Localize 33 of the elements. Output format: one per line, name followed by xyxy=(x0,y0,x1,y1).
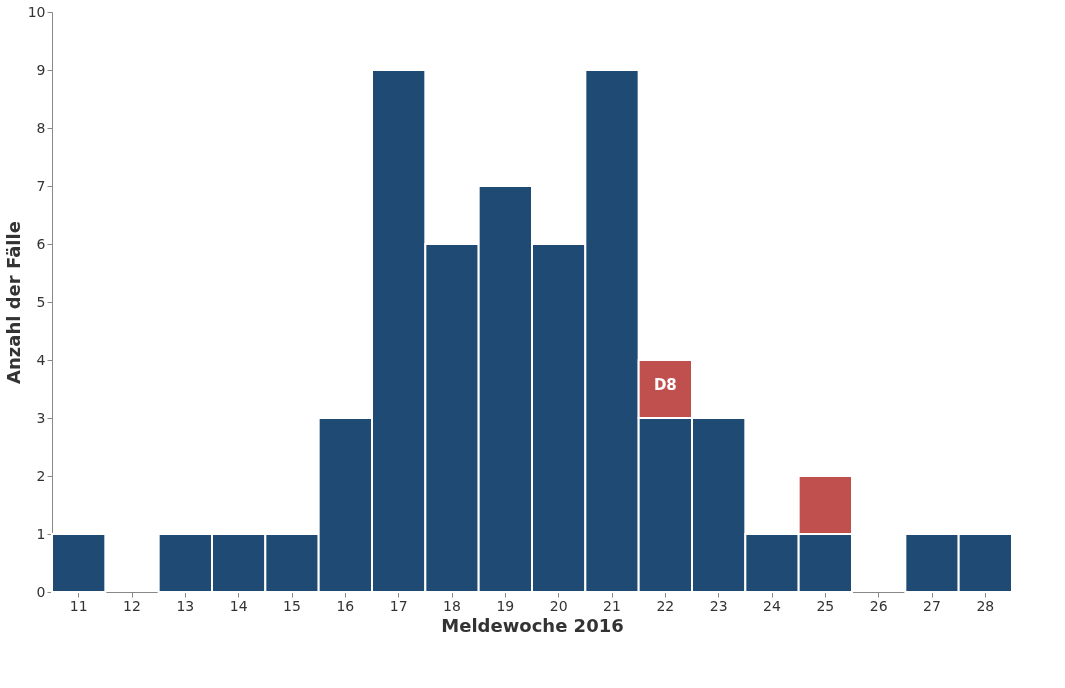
x-tick-label: 27 xyxy=(923,597,941,614)
x-tick-label: 15 xyxy=(283,597,301,614)
y-axis-title: Anzahl der Fälle xyxy=(2,221,24,384)
x-tick-label: 28 xyxy=(976,597,995,614)
y-tick-label: 10 xyxy=(27,3,46,20)
x-tick-label: 21 xyxy=(603,597,621,614)
y-tick-label: 5 xyxy=(36,293,46,310)
x-tick-label: 19 xyxy=(496,597,515,614)
x-tick-label: 17 xyxy=(389,597,408,614)
x-tick-label: 22 xyxy=(656,597,675,614)
x-tick-label: 23 xyxy=(709,597,728,614)
x-tick-label: 11 xyxy=(69,597,88,614)
y-tick-label: 2 xyxy=(36,467,46,484)
y-tick-label: 9 xyxy=(36,61,46,78)
y-tick-label: 1 xyxy=(36,525,46,542)
x-tick-label: 16 xyxy=(336,597,355,614)
annotation: D8 xyxy=(653,376,677,394)
y-tick-label: 4 xyxy=(36,351,46,368)
x-tick-label: 13 xyxy=(176,597,195,614)
bar xyxy=(51,533,107,593)
x-tick-label: 26 xyxy=(869,597,888,614)
x-tick-label: 20 xyxy=(549,597,568,614)
y-tick-label: 8 xyxy=(36,119,46,136)
x-tick-label: 25 xyxy=(816,597,835,614)
x-tick-label: 18 xyxy=(443,597,461,614)
y-tick-label: 6 xyxy=(36,235,46,252)
x-tick-label: 12 xyxy=(123,597,141,614)
y-tick-label: 0 xyxy=(36,583,46,600)
y-tick-label: 3 xyxy=(36,409,46,426)
x-tick-label: 24 xyxy=(763,597,781,614)
x-axis-title: Meldewoche 2016 xyxy=(441,614,624,636)
x-tick-label: 14 xyxy=(229,597,248,614)
y-tick-label: 7 xyxy=(36,177,46,194)
